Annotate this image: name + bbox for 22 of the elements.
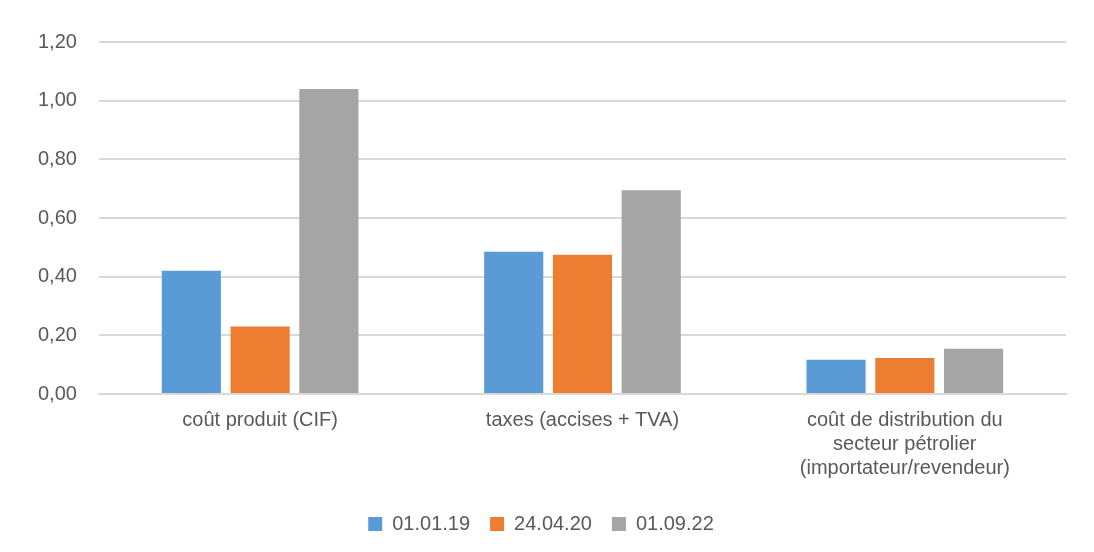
x-tick-label: coût de distribution du secteur pétrolier (importateur/revendeur) [799,407,1010,478]
bar [875,357,935,393]
bar [299,88,359,393]
bar [552,254,613,393]
bar [806,359,866,393]
y-tick-label: 1,20 [37,29,77,52]
bar [944,348,1004,393]
y-tick-label: 0,40 [37,264,77,287]
bar [484,251,544,393]
legend-label: 01.09.22 [635,511,714,534]
y-tick-label: 0,60 [37,205,77,228]
y-tick-label: 0,20 [37,322,77,345]
x-tick-label: taxes (accises + TVA) [485,407,680,430]
y-tick-label: 0,80 [37,146,77,169]
bar [621,190,681,393]
legend-label: 01.01.19 [392,511,471,534]
x-tick-label: coût produit (CIF) [182,407,338,430]
legend-label: 24.04.20 [514,511,592,534]
bar [161,270,221,393]
bar [230,326,290,393]
y-tick-label: 1,00 [37,88,77,111]
y-tick-label: 0,00 [37,381,77,404]
